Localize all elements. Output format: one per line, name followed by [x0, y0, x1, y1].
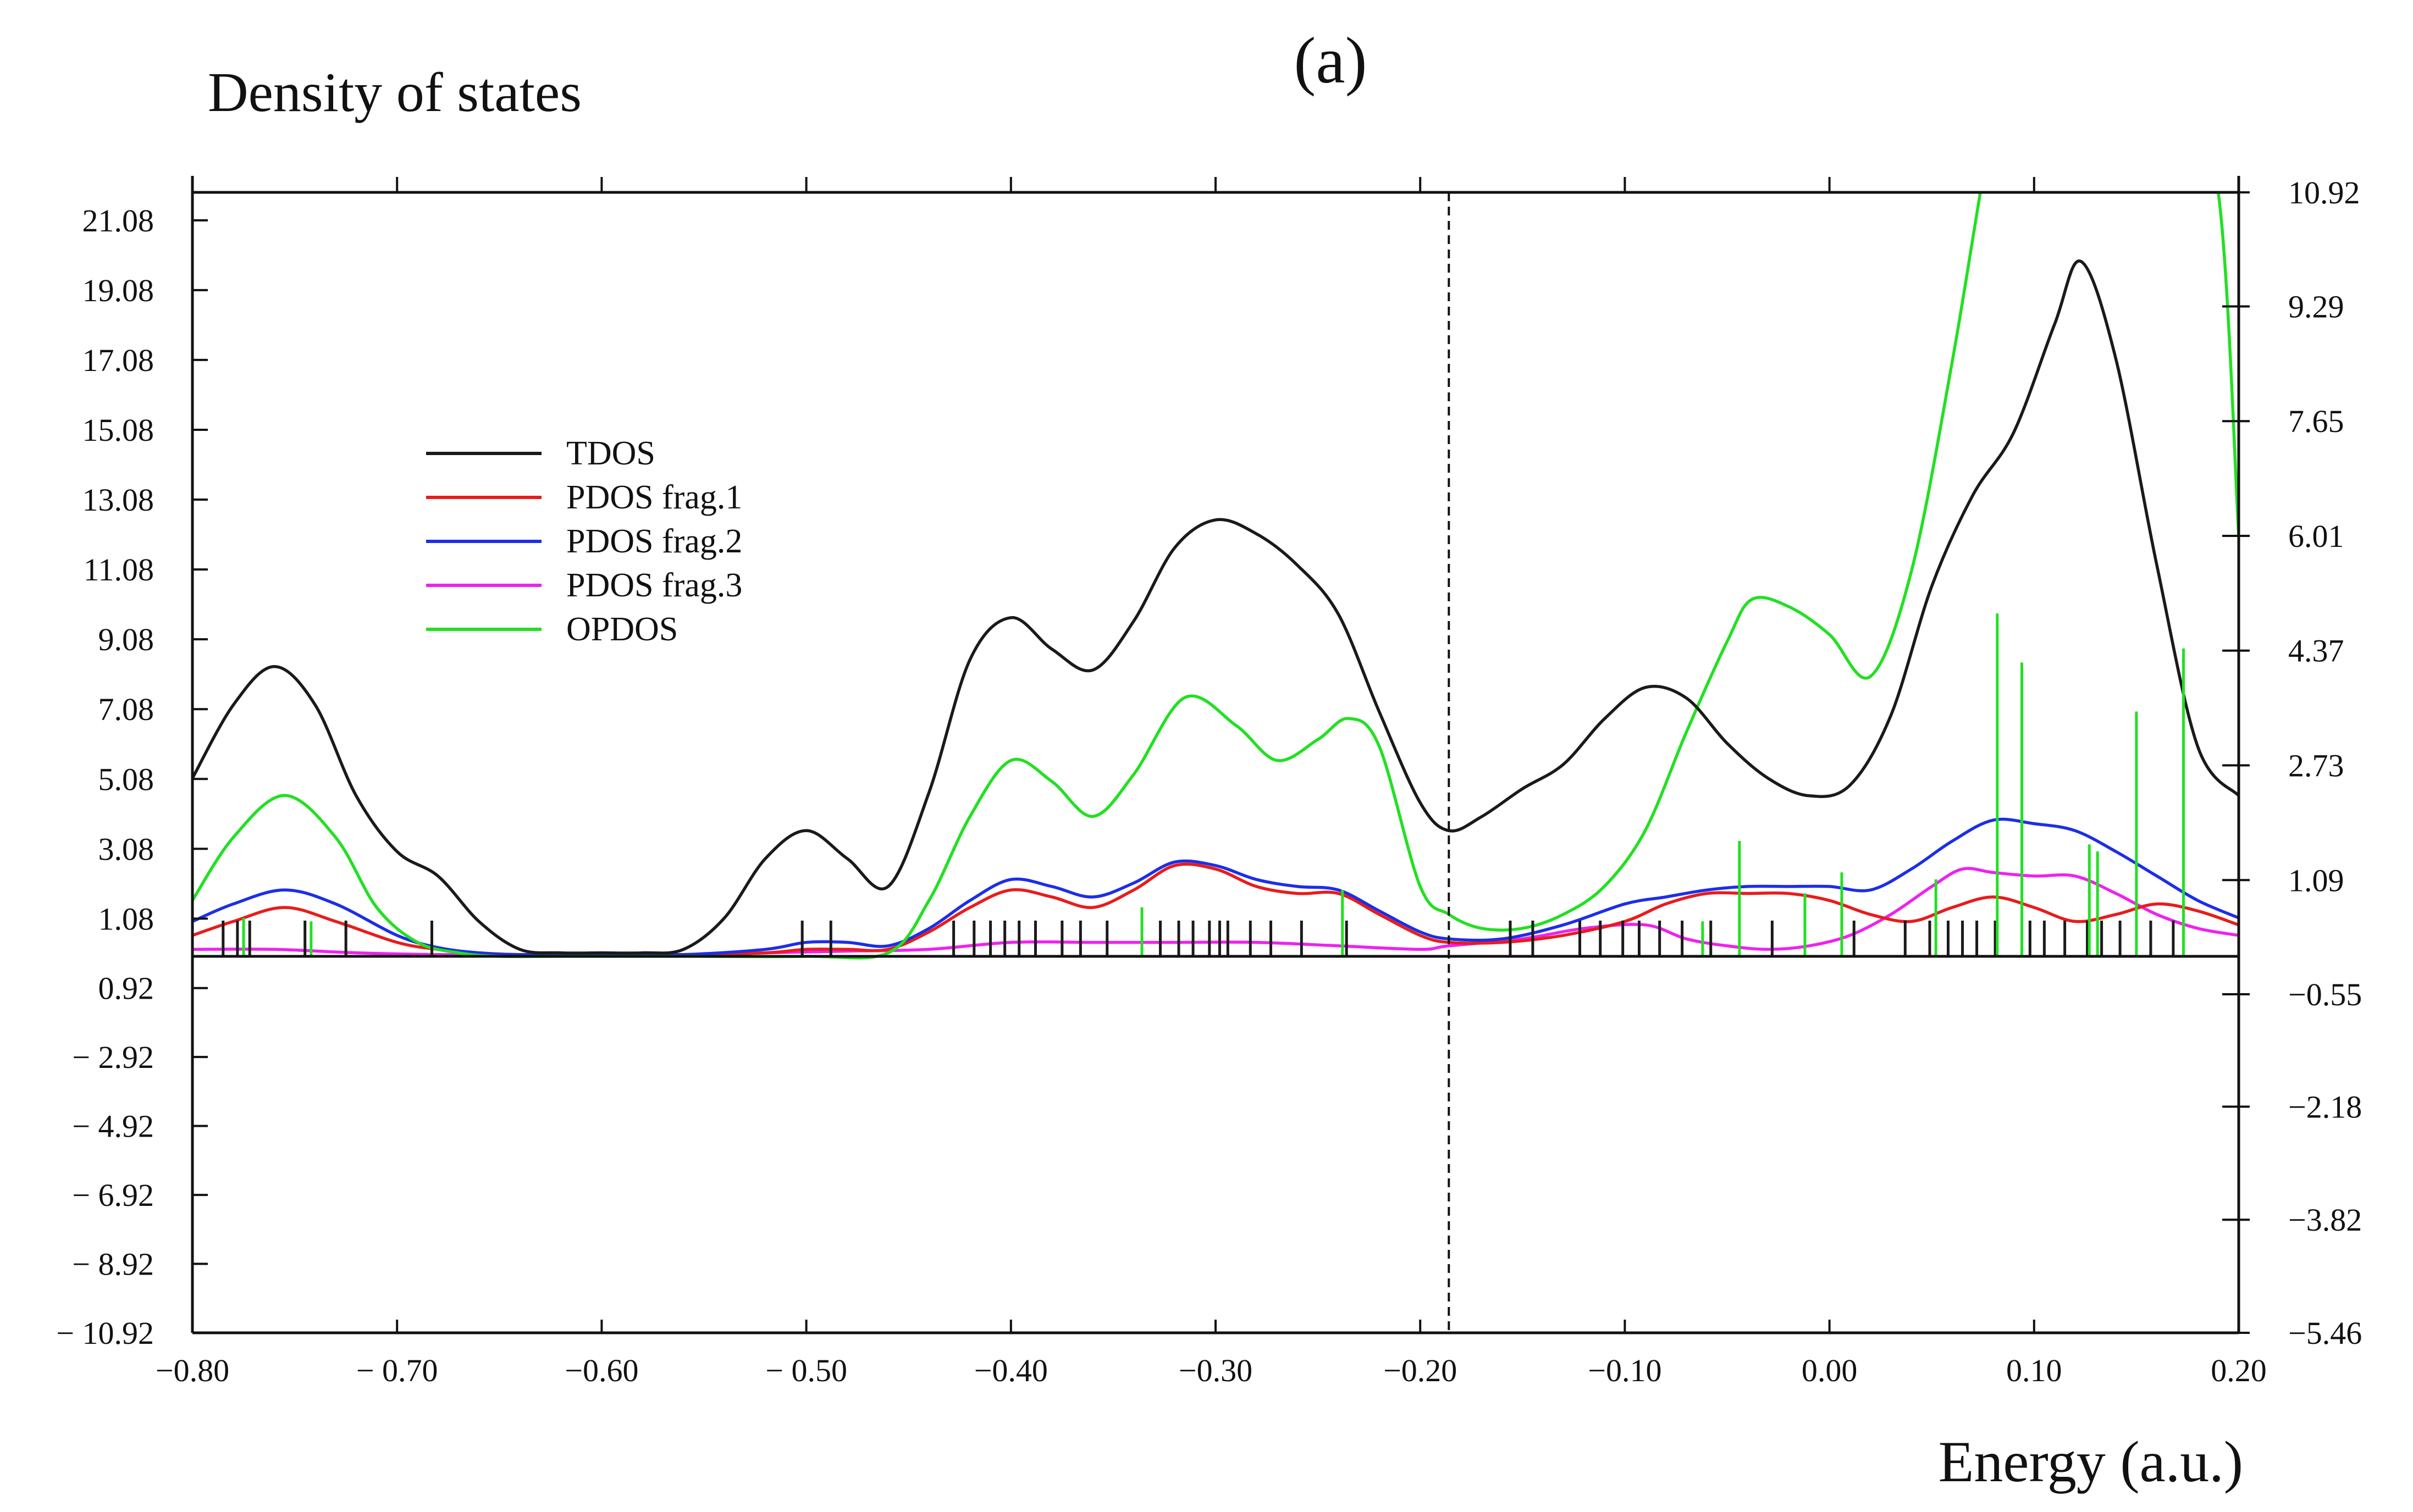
x-tick-label: −0.80 — [156, 1353, 229, 1388]
left-tick-label: 1.08 — [98, 901, 154, 937]
right-tick-label: −2.18 — [2288, 1089, 2362, 1125]
right-tick-label: 4.37 — [2288, 633, 2344, 669]
legend-label: PDOS frag.2 — [566, 523, 742, 560]
right-tick-label: 9.29 — [2288, 289, 2344, 324]
right-tick-label: 10.92 — [2288, 175, 2360, 211]
panel-label: (a) — [1294, 24, 1367, 97]
left-tick-label: − 8.92 — [72, 1247, 154, 1282]
series-line-pdos-frag-3 — [192, 867, 2239, 956]
x-tick-label: −0.10 — [1588, 1353, 1661, 1388]
x-tick-label: −0.20 — [1383, 1353, 1457, 1388]
left-tick-label: − 10.92 — [56, 1315, 154, 1351]
left-tick-label: 11.08 — [84, 552, 154, 588]
left-tick-label: 9.08 — [98, 622, 154, 657]
right-tick-label: 6.01 — [2288, 518, 2344, 554]
x-tick-label: −0.40 — [974, 1353, 1048, 1388]
x-tick-label: − 0.70 — [356, 1353, 438, 1388]
left-tick-label: 15.08 — [82, 412, 154, 448]
x-tick-label: 0.10 — [2006, 1353, 2062, 1388]
left-tick-label: 5.08 — [98, 761, 154, 797]
state-sticks-group — [222, 613, 2185, 956]
right-tick-label: −5.46 — [2288, 1315, 2362, 1351]
left-tick-label: 21.08 — [82, 203, 154, 239]
left-tick-label: 7.08 — [98, 691, 154, 727]
legend-label: PDOS frag.1 — [566, 479, 742, 516]
axes-group: −0.80 − 0.70 −0.60 − 0.50 −0.40 −0.30 −0.20 −0.… — [56, 175, 2362, 1388]
left-tick-label: 17.08 — [82, 342, 154, 378]
left-tick-label: 13.08 — [82, 482, 154, 518]
x-tick-label: 0.00 — [1802, 1353, 1858, 1388]
left-tick-label: − 4.92 — [72, 1109, 154, 1144]
legend-label: PDOS frag.3 — [566, 567, 742, 604]
legend-label: TDOS — [566, 435, 655, 472]
series-line-opdos — [192, 192, 2239, 960]
x-axis-label: Energy (a.u.) — [1939, 1430, 2243, 1494]
right-tick-label: −0.55 — [2288, 977, 2362, 1012]
right-tick-label: 7.65 — [2288, 403, 2344, 439]
right-tick-label: −3.82 — [2288, 1202, 2362, 1238]
x-tick-label: − 0.50 — [765, 1353, 847, 1388]
x-tick-label: 0.20 — [2211, 1353, 2267, 1388]
curves-group — [192, 192, 2239, 960]
left-tick-label: − 6.92 — [72, 1177, 154, 1213]
x-tick-label: −0.60 — [565, 1353, 638, 1388]
right-tick-label: 1.09 — [2288, 862, 2344, 898]
chart-title: Density of states — [208, 62, 582, 124]
left-tick-label: 19.08 — [82, 273, 154, 308]
x-tick-label: −0.30 — [1179, 1353, 1252, 1388]
legend-label: OPDOS — [566, 611, 678, 648]
series-line-pdos-frag-2 — [192, 817, 2239, 957]
left-tick-label: 0.92 — [98, 971, 154, 1006]
legend: TDOS PDOS frag.1 PDOS frag.2 PDOS frag.3 OPD… — [426, 435, 742, 648]
series-line-tdos — [192, 259, 2239, 955]
left-tick-label: − 2.92 — [72, 1039, 154, 1075]
right-tick-label: 2.73 — [2288, 748, 2344, 784]
left-tick-label: 3.08 — [98, 831, 154, 867]
